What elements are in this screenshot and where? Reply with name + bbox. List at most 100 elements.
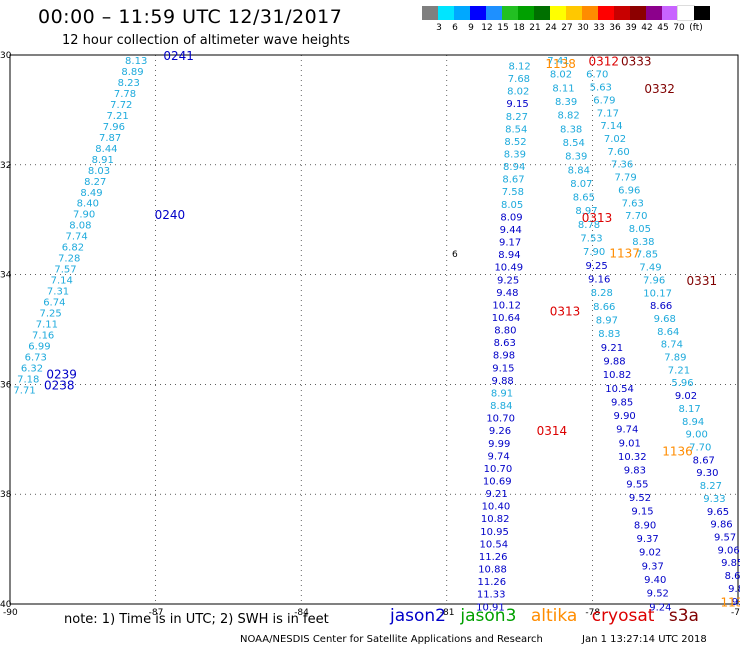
swh-value: 9.21 — [485, 489, 507, 500]
swh-value: 8.02 — [507, 87, 529, 98]
swh-value: 9.85 — [721, 558, 740, 569]
pass-time-label: 0332 — [644, 82, 675, 96]
satellite-legend: jason2 jason3 altika cryosat s3a — [390, 606, 708, 626]
scale-label: 18 — [513, 23, 525, 33]
swh-value: 10.64 — [492, 313, 521, 324]
pass-time-label: 0240 — [155, 208, 186, 222]
swh-value: 8.97 — [596, 315, 618, 326]
swh-value: 7.25 — [39, 309, 61, 320]
swh-value: 7.60 — [607, 147, 629, 158]
swh-value: 8.08 — [69, 221, 91, 232]
scale-swatch — [630, 6, 646, 20]
swh-value: 7.96 — [103, 122, 125, 133]
scale-label: 24 — [545, 23, 557, 33]
swh-value: 6.32 — [21, 363, 43, 374]
swh-value: 8.91 — [491, 388, 513, 399]
swh-value: 5.96 — [671, 378, 693, 389]
scale-label: 3 — [436, 23, 442, 33]
swh-value: 9.02 — [675, 391, 697, 402]
pass-time-label: 0314 — [537, 424, 568, 438]
scale-label: 42 — [641, 23, 653, 33]
swh-value: 9.84 — [728, 584, 740, 595]
scale-label: 70 — [673, 23, 685, 33]
lat-tick-label: 34 — [0, 271, 12, 281]
swh-value: 8.94 — [503, 162, 525, 173]
lon-tick-label: -75 — [731, 608, 740, 618]
pass-time-label: 0331 — [687, 274, 718, 288]
swh-value: 9.15 — [506, 99, 528, 110]
swh-value: 9.00 — [686, 430, 708, 441]
swh-value: 7.79 — [615, 173, 637, 184]
swh-value: 7.74 — [66, 232, 88, 243]
legend-jason3: jason3 — [460, 606, 517, 626]
swh-value: 9.74 — [616, 425, 638, 436]
swh-value: 8.82 — [557, 111, 579, 122]
swh-value: 8.94 — [682, 417, 704, 428]
swh-value: 8.89 — [121, 67, 143, 78]
swh-value: 9.01 — [619, 438, 641, 449]
swh-value: 9.52 — [629, 493, 651, 504]
swh-value: 8.97 — [575, 206, 597, 217]
scale-swatch — [438, 6, 454, 20]
swh-value: 9.37 — [636, 534, 658, 545]
pass-time-label: 0313 — [550, 304, 581, 318]
swh-value: 7.87 — [99, 133, 121, 144]
swh-value: 8.78 — [578, 220, 600, 231]
swh-value: 9.30 — [696, 468, 718, 479]
generated-timestamp: Jan 1 13:27:14 UTC 2018 — [582, 634, 707, 645]
swh-value: 9.21 — [601, 343, 623, 354]
scale-swatch — [694, 6, 710, 20]
lon-tick-label: -87 — [149, 608, 164, 618]
swh-value: 9.86 — [710, 520, 732, 531]
pass-time-label: 1137 — [609, 247, 640, 261]
pass-time-label: 1136 — [662, 444, 693, 458]
swh-value: 10.32 — [618, 452, 647, 463]
scale-label: 6 — [452, 23, 458, 33]
scale-label: 45 — [657, 23, 669, 33]
swh-value: 6.70 — [586, 70, 608, 81]
scale-swatch — [550, 6, 566, 20]
pass-time-label: 0312 — [589, 54, 620, 68]
swh-value: 5.63 — [590, 83, 612, 94]
scale-swatch — [470, 6, 486, 20]
swh-value: 8.65 — [725, 571, 740, 582]
swh-value: 8.05 — [629, 224, 651, 235]
swh-value: 8.39 — [504, 150, 526, 161]
swh-value: 9.90 — [614, 411, 636, 422]
swh-value: 8.27 — [84, 177, 106, 188]
swh-value: 10.54 — [480, 539, 509, 550]
lon-tick-label: -84 — [294, 608, 309, 618]
scale-label: 21 — [529, 23, 541, 33]
swh-value: 7.36 — [611, 160, 633, 171]
swh-value: 8.67 — [693, 455, 715, 466]
swh-value: 8.28 — [591, 288, 613, 299]
swh-value: 8.67 — [502, 175, 524, 186]
scale-label: 33 — [593, 23, 605, 33]
swh-value: 10.49 — [494, 263, 523, 274]
swh-value: 8.13 — [125, 56, 147, 67]
swh-value: 10.40 — [482, 502, 511, 513]
scale-label: 15 — [497, 23, 509, 33]
swh-value: 9.15 — [492, 363, 514, 374]
scale-label: 36 — [609, 23, 621, 33]
scale-swatch — [518, 6, 534, 20]
swh-value: 9.26 — [489, 426, 511, 437]
swh-value: 9.48 — [496, 288, 518, 299]
lat-tick-label: 40 — [0, 600, 12, 610]
swh-value: 10.54 — [605, 384, 634, 395]
lon-tick-label: -81 — [440, 608, 455, 618]
swh-value: 7.16 — [32, 331, 54, 342]
scale-unit: (ft) — [689, 23, 703, 33]
swh-value: 8.38 — [632, 237, 654, 248]
swh-value: 9.65 — [707, 507, 729, 518]
swh-value: 10.69 — [483, 476, 512, 487]
swh-value: 10.70 — [484, 464, 513, 475]
swh-value: 7.11 — [36, 320, 58, 331]
swh-value: 9.83 — [624, 466, 646, 477]
pass-time-label: 0239 — [46, 367, 77, 381]
swh-value: 9.24 — [649, 602, 671, 613]
footer-note: note: 1) Time is in UTC; 2) SWH is in fe… — [64, 612, 329, 627]
scale-swatch — [677, 5, 695, 21]
scale-swatch — [566, 6, 582, 20]
swh-value: 6.96 — [618, 185, 640, 196]
